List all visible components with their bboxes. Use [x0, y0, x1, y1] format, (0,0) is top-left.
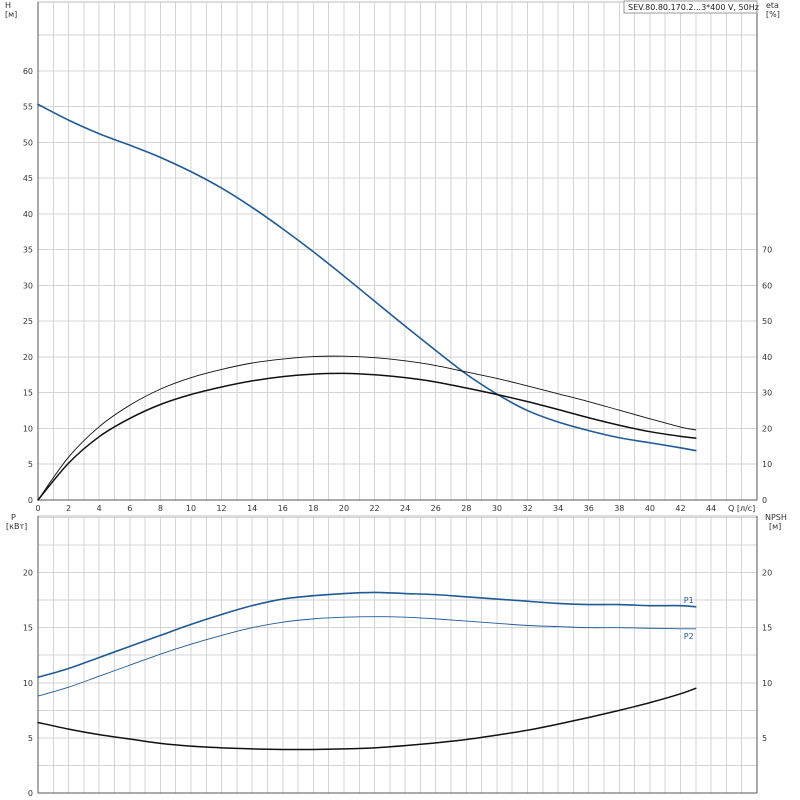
x-tick-label: 26 — [431, 504, 441, 513]
x-tick-label: 4 — [97, 504, 102, 513]
bottom-y-tick-label: 0 — [28, 789, 33, 798]
top-y-tick-label: 20 — [23, 353, 33, 362]
series-label-p2: P2 — [684, 632, 694, 641]
bottom-y-tick-label: 20 — [23, 569, 33, 578]
top-y-tick-label: 60 — [23, 67, 33, 76]
x-tick-label: 14 — [247, 504, 257, 513]
bottom-y2-tick-label: 20 — [762, 569, 772, 578]
top-panel-ticks: 0 5 10 15 20 25 30 35 40 45 50 55 60 0 10 20 30 40 50 60 70 0… — [23, 67, 772, 513]
x-tick-label: 36 — [584, 504, 594, 513]
x-axis-label: Q [л/с] — [728, 504, 755, 513]
top-series-line-3 — [37, 372, 697, 501]
top-y-tick-label: 25 — [23, 317, 33, 326]
x-tick-label: 16 — [278, 504, 288, 513]
top-y-tick-label: 0 — [28, 496, 33, 505]
x-tick-label: 22 — [369, 504, 379, 513]
bottom-series-line-p1 — [37, 591, 697, 679]
x-tick-label: 40 — [645, 504, 655, 513]
top-y-tick-label: 15 — [23, 389, 33, 398]
top-series-line-2 — [37, 355, 697, 501]
x-tick-label: 24 — [400, 504, 410, 513]
x-tick-label: 6 — [127, 504, 132, 513]
bottom-y-tick-label: 5 — [28, 734, 33, 743]
x-tick-label: 12 — [216, 504, 226, 513]
top-y2-tick-label: 40 — [762, 353, 772, 362]
series-label-p1: P1 — [684, 596, 694, 605]
bottom-series-line-npsh — [37, 687, 697, 751]
x-tick-label: 18 — [308, 504, 318, 513]
top-y-tick-label: 50 — [23, 138, 33, 147]
bottom-y2-axis-label: NPSH [м] — [765, 513, 787, 531]
bottom-y-tick-label: 10 — [23, 679, 33, 688]
top-panel-series — [37, 103, 697, 501]
x-tick-label: 38 — [614, 504, 624, 513]
top-y-tick-label: 5 — [28, 460, 33, 469]
x-tick-label: 32 — [522, 504, 532, 513]
bottom-y2-tick-label: 5 — [762, 734, 767, 743]
x-tick-label: 8 — [158, 504, 163, 513]
top-y-tick-label: 40 — [23, 210, 33, 219]
bottom-series-line-p2 — [37, 616, 697, 697]
top-y-tick-label: 35 — [23, 246, 33, 255]
x-tick-label: 34 — [553, 504, 563, 513]
top-y2-tick-label: 10 — [762, 460, 772, 469]
top-series-line-1 — [37, 103, 697, 452]
bottom-y-tick-label: 15 — [23, 624, 33, 633]
top-y2-tick-label: 20 — [762, 424, 772, 433]
top-y-tick-label: 10 — [23, 424, 33, 433]
top-panel-grid — [37, 1, 758, 501]
top-y2-axis-label: eta [%] — [766, 1, 780, 19]
bottom-y2-tick-label: 15 — [762, 624, 772, 633]
x-tick-label: 28 — [461, 504, 471, 513]
bottom-y-axis-label: P [кВт] — [6, 513, 27, 531]
top-y-axis-label: H [м] — [5, 1, 17, 19]
x-tick-label: 10 — [186, 504, 196, 513]
top-y-tick-label: 30 — [23, 281, 33, 290]
top-y2-tick-label: 70 — [762, 246, 772, 255]
top-y2-tick-label: 30 — [762, 389, 772, 398]
x-tick-label: 20 — [339, 504, 349, 513]
x-tick-label: 30 — [492, 504, 502, 513]
x-tick-label: 0 — [35, 504, 40, 513]
title-box — [623, 0, 758, 14]
x-tick-label: 42 — [675, 504, 685, 513]
top-y-tick-label: 55 — [23, 103, 33, 112]
top-y2-tick-label: 50 — [762, 317, 772, 326]
bottom-panel-ticks: 0 5 10 15 20 5 10 15 20 — [23, 569, 772, 798]
bottom-panel-series: P1 P2 — [37, 591, 697, 751]
top-y2-tick-label: 0 — [762, 496, 767, 505]
bottom-y2-tick-label: 10 — [762, 679, 772, 688]
chart-title: SEV.80.80.170.2...3*400 V, 50Hz — [628, 3, 759, 12]
top-y2-tick-label: 60 — [762, 281, 772, 290]
x-tick-label: 2 — [66, 504, 71, 513]
top-y-tick-label: 45 — [23, 174, 33, 183]
x-tick-label: 44 — [706, 504, 716, 513]
